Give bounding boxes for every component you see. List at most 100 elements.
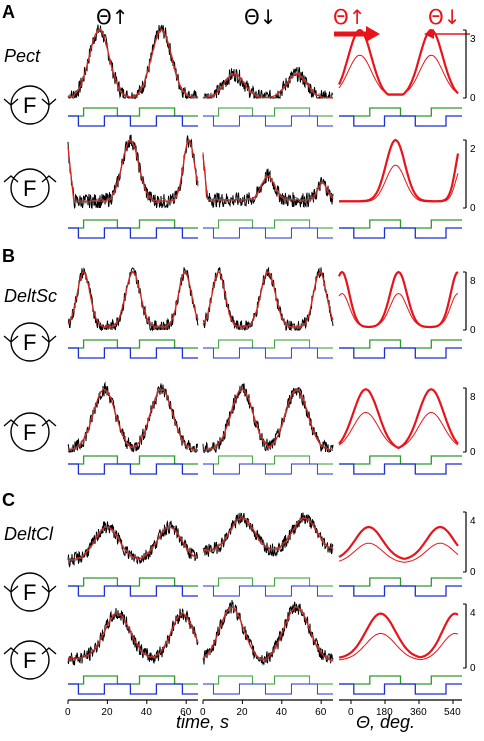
stimulus-blue: [339, 683, 462, 695]
y-tick-zero: 0: [470, 325, 476, 336]
fly-rotation-icon: F: [3, 322, 57, 362]
raw-trace: [67, 381, 199, 453]
rotation-arrow-icon: [41, 175, 57, 183]
column-title-rising: Θ↑: [96, 5, 129, 29]
stimulus-green: [339, 107, 462, 117]
smoothed-trace: [202, 73, 334, 99]
x-tick-label: 540: [444, 707, 461, 718]
fly-rotation-icon: F: [3, 412, 57, 452]
stimulus-green: [339, 219, 462, 229]
stimulus-blue: [339, 463, 462, 475]
angle-axis-label: Θ, deg.: [356, 712, 415, 732]
average-trace-falling: [338, 411, 459, 449]
stimulus-blue: [203, 227, 333, 239]
x-tick-label: 20: [101, 707, 113, 718]
fly-glyph: F: [23, 420, 36, 445]
trace-row: 80: [67, 381, 476, 475]
fly-rotation-icon: F: [3, 640, 57, 680]
stimulus-blue: [339, 347, 462, 359]
smoothed-trace: [67, 29, 199, 99]
muscle-label-pect: Pect: [4, 46, 41, 66]
trace-row: 80: [67, 267, 476, 359]
rotation-arrow-icon: [41, 647, 57, 655]
stimulus-green: [68, 675, 198, 685]
time-axis-col2: 0 20 40 60: [200, 699, 333, 718]
y-tick-max: 4: [470, 516, 476, 527]
stimulus-blue: [68, 227, 198, 239]
stimulus-blue: [68, 683, 198, 695]
smoothed-trace: [202, 606, 334, 662]
fly-glyph: F: [23, 176, 36, 201]
stimulus-blue: [339, 585, 462, 597]
column-title-falling: Θ↓: [244, 5, 277, 29]
trace-row: 40: [67, 600, 476, 695]
stimulus-blue: [203, 347, 333, 359]
y-tick-max: 8: [470, 276, 476, 287]
average-trace-rising: [339, 138, 460, 203]
raw-trace: [67, 608, 199, 666]
rotation-arrow-icon: [3, 585, 19, 593]
y-tick-max: 2: [470, 144, 476, 155]
smoothed-trace: [202, 388, 334, 451]
average-trace-rising: [338, 612, 459, 659]
fly-rotation-icon: F: [3, 85, 57, 125]
rotation-arrow-icon: [3, 419, 19, 427]
average-trace-rising: [338, 388, 459, 450]
x-tick-label: 0: [200, 707, 206, 718]
filtered-trace: [202, 605, 334, 663]
muscle-label-deltsc: DeltSc: [4, 286, 57, 306]
x-tick-label: 60: [315, 707, 327, 718]
average-trace-falling: [338, 54, 459, 95]
smoothed-trace: [67, 388, 199, 451]
rotation-arrow-icon: [3, 647, 19, 655]
stimulus-green: [203, 219, 333, 229]
average-trace-rising: [338, 270, 459, 329]
rotation-arrow-icon: [3, 335, 19, 343]
fly-glyph: F: [23, 330, 36, 355]
average-trace-falling: [338, 542, 459, 563]
y-tick-zero: 0: [470, 567, 476, 578]
rotation-arrow-icon: [3, 98, 19, 106]
y-tick-max: 8: [470, 392, 476, 403]
y-tick-zero: 0: [470, 203, 476, 214]
average-trace-rising: [338, 525, 459, 561]
x-tick-label: 360: [410, 707, 427, 718]
stimulus-green: [203, 339, 333, 349]
stimulus-blue: [203, 115, 333, 127]
x-tick-label: 40: [276, 707, 288, 718]
y-tick-zero: 0: [470, 93, 476, 104]
stimulus-green: [68, 455, 198, 465]
x-tick-label: 60: [180, 707, 192, 718]
trace-row: 40: [67, 511, 476, 597]
fly-glyph: F: [23, 648, 36, 673]
stimulus-green: [203, 107, 333, 117]
x-tick-label: 180: [376, 707, 393, 718]
stimulus-green: [68, 107, 198, 117]
smoothed-trace: [67, 271, 199, 328]
average-trace-falling: [338, 632, 459, 661]
raw-trace: [67, 520, 199, 568]
stimulus-green: [68, 219, 198, 229]
time-axis-col1: 0 20 40 60: [65, 699, 198, 718]
rotation-arrow-icon: [41, 335, 57, 343]
rotation-arrow-icon: [3, 175, 19, 183]
raw-trace: [202, 383, 334, 454]
smoothed-trace: [202, 153, 334, 201]
trace-row: 30: [67, 24, 476, 127]
x-tick-label: 0: [348, 707, 354, 718]
stimulus-blue: [68, 347, 198, 359]
fly-glyph: F: [23, 580, 36, 605]
stimulus-green: [339, 577, 462, 587]
x-tick-label: 40: [141, 707, 153, 718]
y-tick-zero: 0: [470, 663, 476, 674]
stimulus-green: [339, 339, 462, 349]
y-tick-max: 3: [470, 34, 476, 45]
muscle-label-deltcl: DeltCl: [4, 524, 54, 544]
rotation-arrow-icon: [41, 419, 57, 427]
time-axis-label: time, s: [176, 712, 229, 732]
filtered-trace: [67, 387, 199, 453]
stimulus-green: [68, 339, 198, 349]
stimulus-blue: [203, 683, 333, 695]
